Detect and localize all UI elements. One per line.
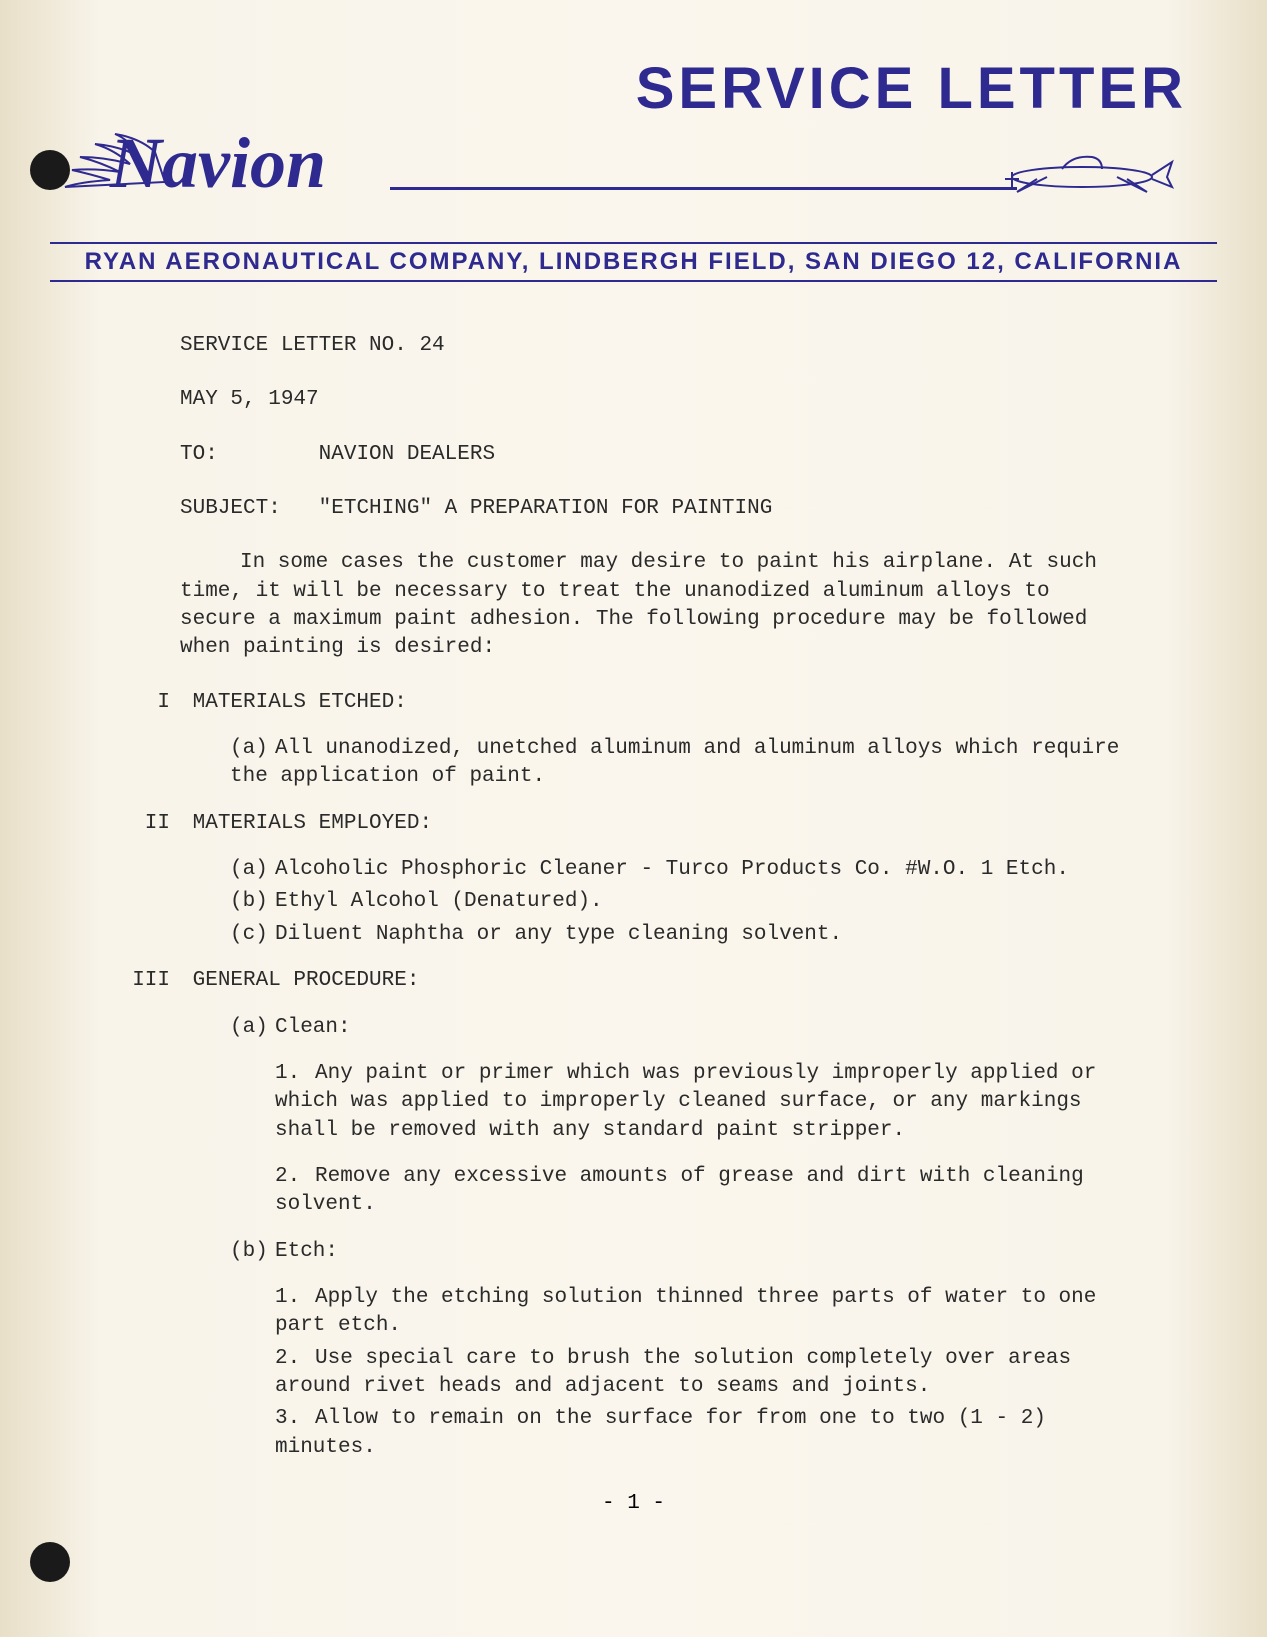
item-text: Ethyl Alcohol (Denatured). <box>275 890 603 913</box>
item-letter: (a) <box>230 856 275 884</box>
item-letter: (a) <box>230 735 275 763</box>
item-letter: (b) <box>230 888 275 916</box>
section-3-item-b: (b)Etch: <box>230 1238 1127 1266</box>
step-number: 1. <box>275 1284 315 1312</box>
item-title: Clean: <box>275 1016 351 1039</box>
item-letter: (a) <box>230 1014 275 1042</box>
roman-numeral: I <box>120 689 170 717</box>
step-text: Remove any excessive amounts of grease a… <box>275 1165 1084 1216</box>
item-text: Alcoholic Phosphoric Cleaner - Turco Pro… <box>275 858 1069 881</box>
intro-paragraph: In some cases the customer may desire to… <box>180 549 1127 662</box>
section-title: MATERIALS EMPLOYED: <box>193 812 432 835</box>
subject-label: SUBJECT: <box>180 497 281 520</box>
step-text: Allow to remain on the surface for from … <box>275 1407 1046 1458</box>
step-text: Apply the etching solution thinned three… <box>275 1286 1096 1337</box>
section-1-header: I MATERIALS ETCHED: <box>180 689 1127 717</box>
section-3-a-step-1: 1.Any paint or primer which was previous… <box>275 1060 1127 1145</box>
section-2-item-c: (c)Diluent Naphtha or any type cleaning … <box>230 921 1127 949</box>
section-title: MATERIALS ETCHED: <box>193 691 407 714</box>
to-line: TO: NAVION DEALERS <box>180 441 1127 469</box>
step-number: 2. <box>275 1163 315 1191</box>
subject-value: "ETCHING" A PREPARATION FOR PAINTING <box>319 497 773 520</box>
subject-line: SUBJECT: "ETCHING" A PREPARATION FOR PAI… <box>180 495 1127 523</box>
brand-logo: Navion <box>110 122 326 205</box>
company-banner: RYAN AERONAUTICAL COMPANY, LINDBERGH FIE… <box>50 242 1217 282</box>
item-title: Etch: <box>275 1240 338 1263</box>
section-3-b-step-2: 2.Use special care to brush the solution… <box>275 1345 1127 1402</box>
item-letter: (b) <box>230 1238 275 1266</box>
step-text: Any paint or primer which was previously… <box>275 1062 1096 1142</box>
logo-section: Navion <box>50 112 1217 212</box>
item-letter: (c) <box>230 921 275 949</box>
section-2-header: II MATERIALS EMPLOYED: <box>180 810 1127 838</box>
section-1-item-a: (a)All unanodized, unetched aluminum and… <box>230 735 1127 792</box>
step-number: 1. <box>275 1060 315 1088</box>
letter-body: SERVICE LETTER NO. 24 MAY 5, 1947 TO: NA… <box>180 332 1127 1462</box>
section-title: GENERAL PROCEDURE: <box>193 969 420 992</box>
roman-numeral: II <box>120 810 170 838</box>
section-3-b-step-1: 1.Apply the etching solution thinned thr… <box>275 1284 1127 1341</box>
to-label: TO: <box>180 443 218 466</box>
airplane-icon <box>987 147 1177 202</box>
step-number: 3. <box>275 1405 315 1433</box>
hole-punch-icon <box>30 1542 70 1582</box>
company-name: RYAN AERONAUTICAL COMPANY, LINDBERGH FIE… <box>50 248 1217 276</box>
letter-number: SERVICE LETTER NO. 24 <box>180 332 1127 360</box>
intro-text: In some cases the customer may desire to… <box>180 551 1097 659</box>
roman-numeral: III <box>120 967 170 995</box>
item-text: Diluent Naphtha or any type cleaning sol… <box>275 923 842 946</box>
page-number: - 1 - <box>50 1492 1217 1515</box>
section-2-item-b: (b)Ethyl Alcohol (Denatured). <box>230 888 1127 916</box>
section-3-a-step-2: 2.Remove any excessive amounts of grease… <box>275 1163 1127 1220</box>
step-text: Use special care to brush the solution c… <box>275 1347 1071 1398</box>
section-2-item-a: (a)Alcoholic Phosphoric Cleaner - Turco … <box>230 856 1127 884</box>
section-3-item-a: (a)Clean: <box>230 1014 1127 1042</box>
step-number: 2. <box>275 1345 315 1373</box>
letter-date: MAY 5, 1947 <box>180 386 1127 414</box>
section-3-header: III GENERAL PROCEDURE: <box>180 967 1127 995</box>
logo-underline <box>390 187 1017 190</box>
item-text: All unanodized, unetched aluminum and al… <box>230 737 1119 788</box>
to-value: NAVION DEALERS <box>319 443 495 466</box>
document-page: SERVICE LETTER Navion RYAN AERONAUTICAL … <box>0 0 1267 1637</box>
section-3-b-step-3: 3.Allow to remain on the surface for fro… <box>275 1405 1127 1462</box>
